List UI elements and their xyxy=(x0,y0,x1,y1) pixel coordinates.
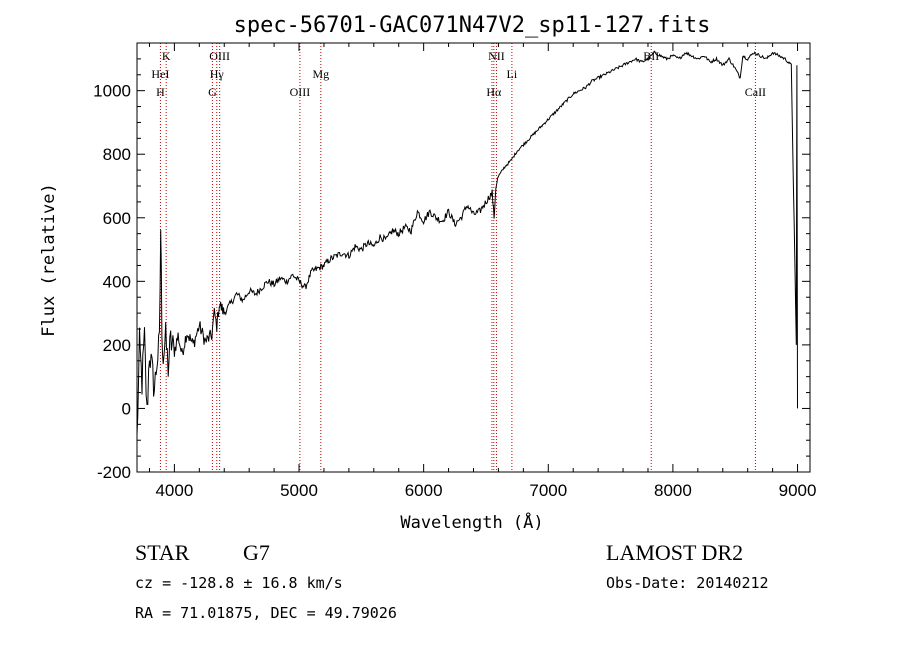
x-tick-label-1: 5000 xyxy=(280,481,318,500)
survey-name: LAMOST DR2 xyxy=(606,540,744,565)
radial-velocity: cz = -128.8 ± 16.8 km/s xyxy=(135,574,343,592)
y-tick-label-1: 0 xyxy=(122,399,131,418)
y-tick-label-3: 400 xyxy=(103,272,131,291)
spectrum-line xyxy=(136,50,798,435)
line-label-0-1: H xyxy=(156,85,165,99)
x-tick-label-3: 7000 xyxy=(529,481,567,500)
coordinates: RA = 71.01875, DEC = 49.79026 xyxy=(135,604,397,622)
x-axis: 4000 5000 6000 7000 8000 9000 xyxy=(148,43,817,500)
y-tick-label-4: 600 xyxy=(103,209,131,228)
y-tick-label-0: -200 xyxy=(97,463,131,482)
x-axis-label: Wavelength (Å) xyxy=(400,511,543,533)
x-tick-label-2: 6000 xyxy=(405,481,443,500)
spectrum-chart: spec-56701-GAC071N47V2_sp11-127.fits HeI… xyxy=(39,13,817,533)
object-subclass: G7 xyxy=(243,540,270,565)
line-label-6-0: Mg xyxy=(312,67,329,81)
line-label-2-0: G xyxy=(208,85,217,99)
object-class: STAR xyxy=(135,540,190,565)
line-label-0-0: HeI xyxy=(151,67,169,81)
y-tick-label-2: 200 xyxy=(103,336,131,355)
line-label-10-0: Li xyxy=(507,67,518,81)
y-axis: -200 0 200 400 600 800 1000 xyxy=(93,58,810,482)
y-tick-label-6: 1000 xyxy=(93,82,131,101)
y-tick-label-5: 800 xyxy=(103,145,131,164)
line-label-12-0: CaII xyxy=(745,85,766,99)
x-tick-label-4: 8000 xyxy=(654,481,692,500)
y-axis-label: Flux (relative) xyxy=(39,183,59,337)
line-label-5-0: OIII xyxy=(290,85,311,99)
plot-frame xyxy=(136,42,811,473)
x-tick-label-5: 9000 xyxy=(779,481,817,500)
line-label-3-0: Hγ xyxy=(210,67,225,81)
x-tick-label-0: 4000 xyxy=(155,481,193,500)
line-label-9-0: NII xyxy=(488,49,505,63)
line-markers xyxy=(159,43,756,472)
line-label-8-0: Hα xyxy=(486,85,502,99)
line-label-1-0: K xyxy=(162,49,171,63)
line-label-4-0: OIII xyxy=(209,49,230,63)
observation-date: Obs-Date: 20140212 xyxy=(606,574,769,592)
chart-title: spec-56701-GAC071N47V2_sp11-127.fits xyxy=(234,13,711,38)
